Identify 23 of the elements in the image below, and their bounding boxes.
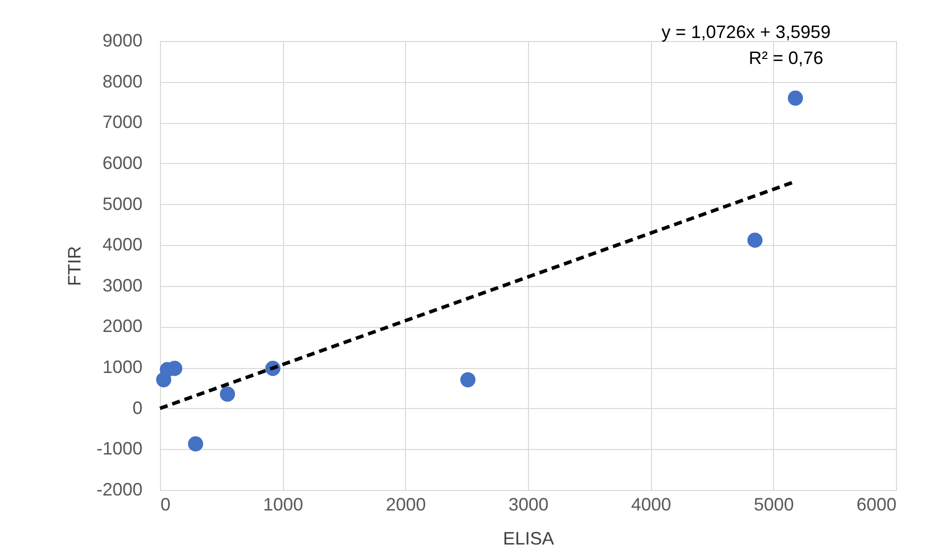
x-tick-label: 5000 [754,494,794,514]
x-tick-label: 6000 [856,494,896,514]
x-tick-label: 4000 [631,494,672,514]
y-tick-label: 1000 [102,357,142,378]
y-tick-label: 2000 [102,316,142,336]
annotation: y = 1,0726x + 3,5959 [661,22,831,42]
y-tick-label: -1000 [96,438,142,459]
x-tick-label: 0 [160,494,171,514]
y-tick-label: 5000 [102,194,142,214]
y-tick-label: 0 [132,398,142,418]
y-tick-label: 7000 [102,112,142,132]
x-axis-title: ELISA [502,528,554,548]
y-tick-label: 8000 [102,71,142,92]
y-tick-label: 3000 [102,275,142,296]
y-tick-label: 4000 [102,234,142,255]
y-tick-label: -2000 [96,480,142,500]
x-tick-label: 3000 [508,494,549,514]
x-tick-label: 1000 [263,494,304,514]
x-tick-label: 2000 [386,494,426,514]
y-axis-title: FTIR [64,246,84,286]
y-tick-label: 9000 [102,30,142,50]
y-tick-label: 6000 [102,152,142,173]
annotation: R² = 0,76 [748,48,824,68]
